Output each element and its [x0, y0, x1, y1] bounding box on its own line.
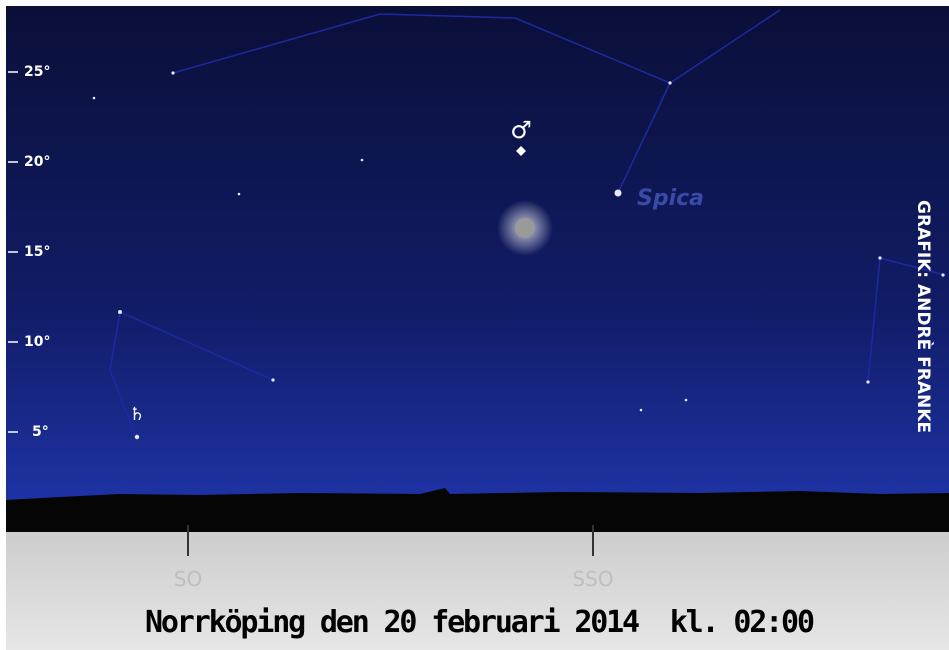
credit: GRAFIK: ANDRÈ FRANKE	[913, 200, 935, 433]
direction-label: SSO	[572, 567, 613, 591]
altitude-label: 5°	[32, 424, 49, 440]
altitude-label: 25°	[24, 64, 50, 80]
altitude-label: 15°	[24, 244, 50, 260]
sky-chart: 25° 20° 15° 10° 5° ♂ ♄ Spica SO SSO Norr…	[0, 0, 949, 650]
sky	[6, 6, 949, 506]
horizon	[6, 488, 949, 532]
title: Norrköping den 20 februari 2014 kl. 02:0…	[145, 605, 815, 640]
mars-symbol: ♂	[510, 116, 532, 144]
star-name: Spica	[637, 186, 704, 211]
altitude-label: 20°	[24, 154, 50, 170]
altitude-label: 10°	[24, 334, 50, 350]
saturn-symbol: ♄	[129, 404, 145, 425]
direction-label: SO	[174, 567, 202, 591]
moon	[515, 218, 535, 238]
